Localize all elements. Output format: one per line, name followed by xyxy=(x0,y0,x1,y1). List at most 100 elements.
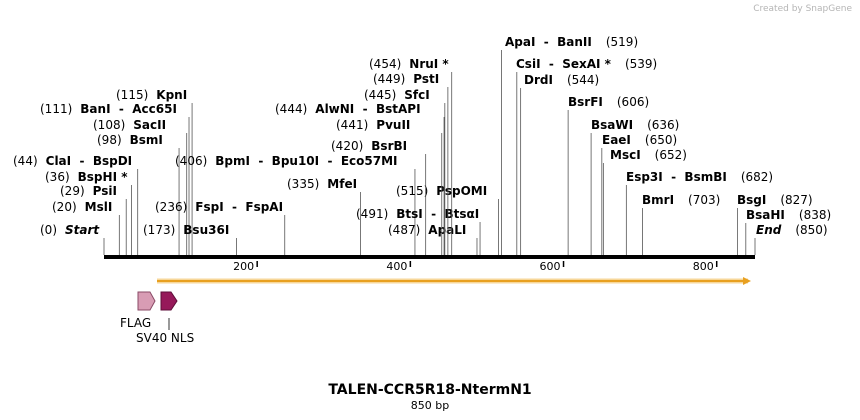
site-position: (406) xyxy=(175,154,207,168)
site-position: (544) xyxy=(567,73,599,87)
site-position: (335) xyxy=(287,177,319,191)
site-position: (487) xyxy=(388,223,420,237)
enzyme-name: BsaHI xyxy=(746,208,785,222)
enzyme-name: BpmI - Bpu10I - Eco57MI xyxy=(215,154,397,168)
enzyme-name: Bsu36I xyxy=(183,223,229,237)
enzyme-name: Esp3I - BsmBI xyxy=(626,170,727,184)
enzyme-label: (0) Start xyxy=(40,223,100,237)
ruler xyxy=(104,255,755,259)
enzyme-label: (449) PstI xyxy=(373,72,439,86)
enzyme-name: NruI * xyxy=(409,57,449,71)
enzyme-label: (445) SfcI xyxy=(364,88,430,102)
feature-arrow xyxy=(137,291,156,311)
enzyme-label: (173) Bsu36I xyxy=(143,223,229,237)
site-position: (449) xyxy=(373,72,405,86)
enzyme-name: EaeI xyxy=(602,133,631,147)
enzyme-name: ApaLI xyxy=(428,223,466,237)
tick-label: 600 xyxy=(540,260,561,273)
enzyme-name: BsaWI xyxy=(591,118,633,132)
site-position: (115) xyxy=(116,88,148,102)
enzyme-label: CsiI - SexAI * (539) xyxy=(516,57,657,71)
enzyme-label: BsgI (827) xyxy=(737,193,813,207)
enzyme-name: SacII xyxy=(133,118,166,132)
enzyme-name: MslI xyxy=(85,200,113,214)
site-position: (491) xyxy=(356,207,388,221)
site-position: (850) xyxy=(795,223,827,237)
enzyme-label: DrdI (544) xyxy=(524,73,599,87)
orf-head xyxy=(743,277,751,285)
enzyme-label: BmrI (703) xyxy=(642,193,720,207)
site-position: (539) xyxy=(625,57,657,71)
enzyme-label: (108) SacII xyxy=(93,118,166,132)
enzyme-label: MscI (652) xyxy=(610,148,687,162)
site-position: (36) xyxy=(45,170,70,184)
enzyme-label: (29) PsiI xyxy=(60,184,117,198)
enzyme-name: BanI - Acc65I xyxy=(80,102,177,116)
enzyme-name: Start xyxy=(65,223,100,237)
enzyme-name: PspOMI xyxy=(436,184,487,198)
enzyme-label: (420) BsrBI xyxy=(331,139,407,153)
site-position: (44) xyxy=(13,154,38,168)
site-position: (636) xyxy=(647,118,679,132)
site-position: (838) xyxy=(799,208,831,222)
feature-label: FLAG xyxy=(120,316,151,330)
enzyme-label: (515) PspOMI xyxy=(396,184,487,198)
enzyme-label: (111) BanI - Acc65I xyxy=(40,102,177,116)
site-position: (515) xyxy=(396,184,428,198)
enzyme-name: BsmI xyxy=(130,133,163,147)
enzyme-name: ClaI - BspDI xyxy=(46,154,132,168)
feature-label: SV40 NLS xyxy=(136,331,194,345)
enzyme-label: (441) PvuII xyxy=(336,118,410,132)
enzyme-label: (236) FspI - FspAI xyxy=(155,200,283,214)
site-position: (650) xyxy=(645,133,677,147)
site-position: (454) xyxy=(369,57,401,71)
enzyme-name: FspI - FspAI xyxy=(195,200,283,214)
enzyme-name: End xyxy=(756,223,782,237)
enzyme-name: CsiI - SexAI * xyxy=(516,57,612,71)
site-position: (108) xyxy=(93,118,125,132)
enzyme-label: Esp3I - BsmBI (682) xyxy=(626,170,773,184)
title: TALEN-CCR5R18-NtermN1 xyxy=(328,382,531,398)
enzyme-label: BsaWI (636) xyxy=(591,118,679,132)
enzyme-name: BtsI - BtsαI xyxy=(396,207,479,221)
site-position: (652) xyxy=(655,148,687,162)
site-position: (0) xyxy=(40,223,57,237)
enzyme-label: (36) BspHI * xyxy=(45,170,128,184)
enzyme-label: (115) KpnI xyxy=(116,88,187,102)
enzyme-label: ApaI - BanII (519) xyxy=(505,35,638,49)
enzyme-name: PsiI xyxy=(93,184,117,198)
site-position: (606) xyxy=(617,95,649,109)
enzyme-label: End (850) xyxy=(756,223,828,237)
subtitle: 850 bp xyxy=(411,399,449,412)
site-position: (827) xyxy=(780,193,812,207)
enzyme-name: BspHI * xyxy=(78,170,129,184)
enzyme-label: BsaHI (838) xyxy=(746,208,831,222)
feature-arrow xyxy=(160,291,178,311)
enzyme-name: AlwNI - BstAPI xyxy=(315,102,420,116)
enzyme-label: EaeI (650) xyxy=(602,133,677,147)
enzyme-name: MscI xyxy=(610,148,641,162)
enzyme-name: PvuII xyxy=(376,118,410,132)
tick-label: 400 xyxy=(386,260,407,273)
enzyme-name: PstI xyxy=(413,72,439,86)
enzyme-label: (444) AlwNI - BstAPI xyxy=(275,102,421,116)
enzyme-name: DrdI xyxy=(524,73,553,87)
enzyme-label: (44) ClaI - BspDI xyxy=(13,154,132,168)
enzyme-label: (406) BpmI - Bpu10I - Eco57MI xyxy=(175,154,397,168)
site-position: (98) xyxy=(97,133,122,147)
enzyme-label: (454) NruI * xyxy=(369,57,449,71)
enzyme-label: (20) MslI xyxy=(52,200,112,214)
site-position: (420) xyxy=(331,139,363,153)
enzyme-name: KpnI xyxy=(156,88,187,102)
site-position: (173) xyxy=(143,223,175,237)
site-position: (445) xyxy=(364,88,396,102)
enzyme-name: BmrI xyxy=(642,193,674,207)
site-position: (519) xyxy=(606,35,638,49)
tick-label: 800 xyxy=(693,260,714,273)
enzyme-label: (491) BtsI - BtsαI xyxy=(356,207,479,221)
enzyme-name: MfeI xyxy=(327,177,357,191)
enzyme-name: BsrFI xyxy=(568,95,603,109)
site-position: (703) xyxy=(688,193,720,207)
site-position: (441) xyxy=(336,118,368,132)
